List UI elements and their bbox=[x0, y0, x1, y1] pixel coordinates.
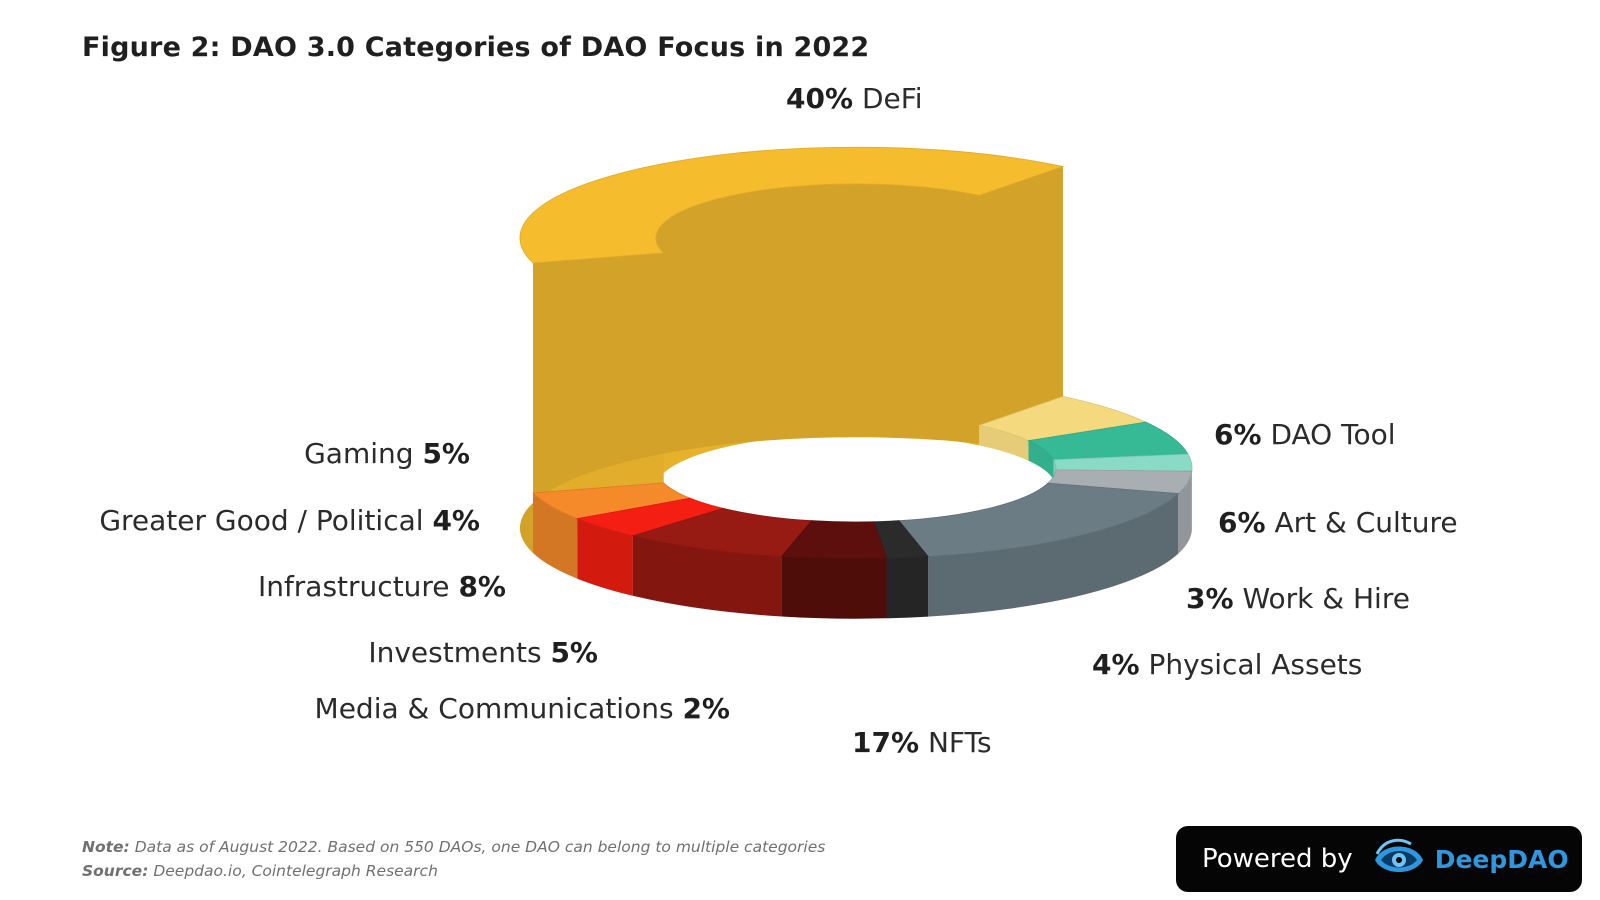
slice-name-gaming: Gaming bbox=[304, 437, 414, 470]
slice-label-greater-good-political: Greater Good / Political 4% bbox=[99, 504, 480, 538]
slice-pct-investments: 5% bbox=[550, 636, 598, 669]
slice-pct-defi: 40% bbox=[786, 82, 854, 115]
slice-greater-good-political bbox=[575, 497, 725, 537]
slice-name-nfts: NFTs bbox=[927, 726, 992, 759]
slice-label-investments: Investments 5% bbox=[368, 636, 598, 670]
note-line: Note: Data as of August 2022. Based on 5… bbox=[82, 835, 825, 859]
slice-pct-infrastructure: 8% bbox=[458, 570, 506, 603]
slice-pct-physical-assets: 4% bbox=[1092, 648, 1140, 681]
slice-label-infrastructure: Infrastructure 8% bbox=[258, 570, 506, 604]
slice-label-art-culture: 6% Art & Culture bbox=[1218, 506, 1458, 540]
chart-title: Figure 2: DAO 3.0 Categories of DAO Focu… bbox=[82, 32, 870, 63]
slice-label-work-hire: 3% Work & Hire bbox=[1186, 582, 1410, 616]
slice-investments bbox=[780, 520, 888, 560]
slice-name-media-communications: Media & Communications bbox=[314, 692, 674, 725]
slice-gaming bbox=[532, 482, 692, 520]
slice-name-defi: DeFi bbox=[861, 82, 923, 115]
slice-pct-media-communications: 2% bbox=[682, 692, 730, 725]
slice-label-physical-assets: 4% Physical Assets bbox=[1092, 648, 1362, 682]
slice-pct-gaming: 5% bbox=[422, 437, 470, 470]
powered-by-text: Powered by bbox=[1202, 844, 1353, 874]
slice-inner-wall-art-culture bbox=[1028, 440, 1054, 480]
slice-label-defi: 40% DeFi bbox=[786, 82, 923, 116]
slice-name-infrastructure: Infrastructure bbox=[257, 570, 450, 603]
slice-pct-greater-good-political: 4% bbox=[432, 504, 480, 537]
slice-outer-wall-gaming bbox=[533, 493, 578, 579]
slice-name-work-hire: Work & Hire bbox=[1242, 582, 1410, 615]
slice-defi bbox=[519, 146, 1065, 264]
slice-name-physical-assets: Physical Assets bbox=[1148, 648, 1363, 681]
footnote: Note: Data as of August 2022. Based on 5… bbox=[82, 835, 825, 883]
slice-label-dao-tool: 6% DAO Tool bbox=[1214, 418, 1396, 452]
slice-label-media-communications: Media & Communications 2% bbox=[315, 692, 730, 726]
source-text: Deepdao.io, Cointelegraph Research bbox=[153, 862, 438, 880]
brand-name: DeepDAO bbox=[1434, 844, 1569, 874]
note-text: Data as of August 2022. Based on 550 DAO… bbox=[134, 838, 826, 856]
note-label: Note: bbox=[82, 838, 130, 856]
slice-pct-nfts: 17% bbox=[852, 726, 920, 759]
slice-label-nfts: 17% NFTs bbox=[852, 726, 992, 760]
slice-outer-wall-infrastructure bbox=[632, 535, 782, 617]
slice-label-gaming: Gaming 5% bbox=[304, 437, 470, 471]
source-label: Source: bbox=[82, 862, 149, 880]
slice-outer-wall-greater-good-political bbox=[577, 518, 633, 596]
powered-by-badge[interactable]: Powered by DeepDAO bbox=[1176, 826, 1582, 892]
slice-outer-wall-physical-assets bbox=[1178, 471, 1192, 554]
slice-name-dao-tool: DAO Tool bbox=[1270, 418, 1396, 451]
slice-name-art-culture: Art & Culture bbox=[1274, 506, 1458, 539]
slice-outer-wall-nfts bbox=[928, 493, 1179, 617]
slice-inner-wall-dao-tool bbox=[979, 425, 1029, 461]
slice-name-greater-good-political: Greater Good / Political bbox=[99, 504, 424, 537]
slice-infrastructure bbox=[631, 507, 813, 557]
slice-pct-art-culture: 6% bbox=[1218, 506, 1266, 539]
slice-nfts bbox=[898, 482, 1180, 558]
slice-name-investments: Investments bbox=[368, 636, 542, 669]
deepdao-logo-icon bbox=[1374, 838, 1423, 872]
slice-pct-work-hire: 3% bbox=[1186, 582, 1234, 615]
slice-pct-dao-tool: 6% bbox=[1214, 418, 1262, 451]
slice-outer-wall-media-communications bbox=[886, 556, 929, 619]
source-line: Source: Deepdao.io, Cointelegraph Resear… bbox=[82, 859, 825, 883]
slice-outer-wall-investments bbox=[781, 556, 887, 619]
